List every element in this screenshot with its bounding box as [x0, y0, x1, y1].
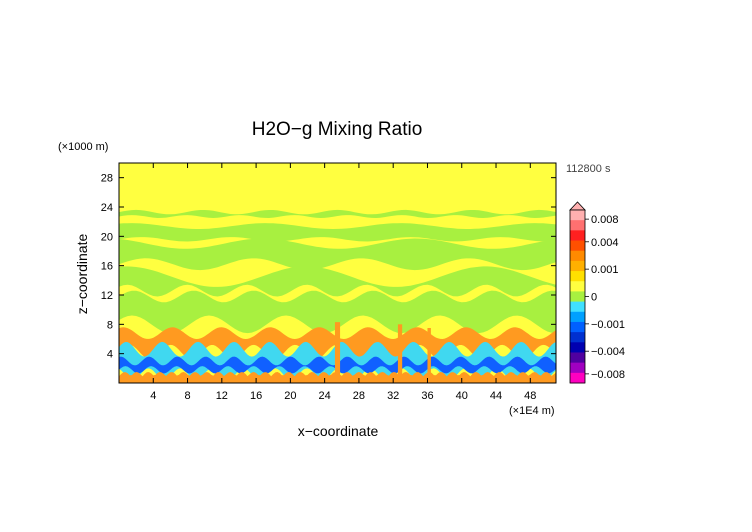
plume-2	[427, 328, 431, 383]
band-green-mid	[119, 238, 556, 271]
colorbar-tick-label: 0.001	[591, 264, 619, 276]
y-unit-label: (×1000 m)	[58, 141, 108, 153]
colorbar-segment	[570, 210, 585, 221]
colorbar-segment	[570, 220, 585, 231]
y-axis: 4 8 12 16 20 24 28	[101, 173, 556, 361]
colorbar-segment	[570, 321, 585, 333]
y-tick-label: 20	[101, 231, 113, 243]
x-tick-label: 16	[250, 390, 262, 402]
x-tick-label: 36	[421, 390, 433, 402]
x-tick-label: 44	[490, 390, 502, 402]
colorbar-tick-label: 0.004	[591, 237, 619, 249]
colorbar-arrow	[569, 201, 586, 211]
colorbar	[569, 201, 586, 384]
colorbar-tick-label: −0.004	[591, 346, 625, 358]
y-tick-label: 4	[107, 349, 113, 361]
x-axis: 4 8 12 16 20 24 28 32 36 40 44 48	[150, 163, 536, 402]
chart-title: H2O−g Mixing Ratio	[252, 119, 423, 140]
colorbar-segment	[570, 362, 585, 374]
colorbar-segment	[570, 352, 585, 364]
colorbar-segment	[570, 372, 585, 384]
y-tick-label: 16	[101, 261, 113, 273]
x-tick-label: 24	[319, 390, 331, 402]
band-green-upper	[119, 223, 556, 242]
y-axis-title: z−coordinate	[74, 234, 90, 315]
plume-0	[334, 322, 341, 383]
colorbar-segment	[570, 230, 585, 242]
x-unit-label: (×1E4 m)	[509, 405, 555, 417]
colorbar-tick-label: −0.001	[591, 319, 625, 331]
colorbar-segment	[570, 342, 585, 353]
heatmap-field	[119, 163, 556, 383]
x-tick-label: 12	[216, 390, 228, 402]
colorbar-segment	[570, 260, 585, 272]
colorbar-segment	[570, 291, 585, 303]
plume-1	[397, 324, 403, 383]
colorbar-tick-label: −0.008	[591, 369, 625, 381]
band-green-thin	[119, 209, 556, 218]
colorbar-tick-label: 0.008	[591, 214, 619, 226]
plot-frame	[118, 162, 557, 384]
x-tick-label: 8	[184, 390, 190, 402]
colorbar-segment	[570, 281, 585, 292]
colorbar-labels: 0.008 0.004 0.001 0 −0.001 −0.004 −0.008	[585, 214, 625, 381]
y-tick-label: 12	[101, 290, 113, 302]
y-tick-label: 28	[101, 173, 113, 185]
colorbar-segment	[570, 240, 585, 252]
x-tick-label: 32	[387, 390, 399, 402]
time-label: 112800 s	[566, 163, 611, 175]
x-tick-label: 4	[150, 390, 156, 402]
x-tick-label: 20	[284, 390, 296, 402]
colorbar-segment	[570, 301, 585, 313]
band-yellow-gap	[119, 284, 556, 303]
colorbar-segment	[570, 332, 585, 343]
colorbar-tick-label: 0	[591, 292, 597, 304]
x-tick-label: 40	[456, 390, 468, 402]
y-tick-label: 24	[101, 202, 113, 214]
x-tick-label: 48	[524, 390, 536, 402]
x-axis-title: x−coordinate	[298, 423, 379, 439]
colorbar-segment	[570, 311, 585, 323]
y-tick-label: 8	[107, 319, 113, 331]
colorbar-segment	[570, 271, 585, 282]
x-tick-label: 28	[353, 390, 365, 402]
colorbar-segment	[570, 250, 585, 262]
